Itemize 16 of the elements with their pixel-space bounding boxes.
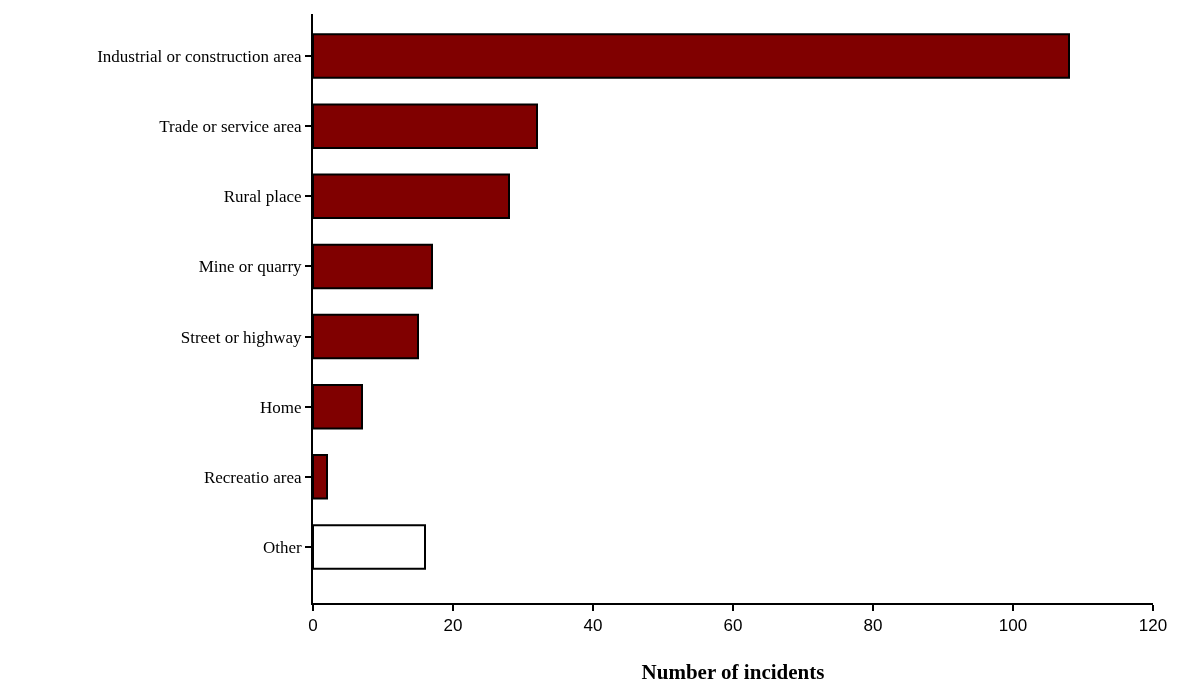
x-tick-label: 20 [443,616,463,636]
y-tick-label: Recreatio area [203,467,303,487]
x-tick-label: 100 [998,616,1028,636]
x-tick-label: 0 [308,616,318,636]
y-tick-label: Home [260,397,302,417]
x-tick-label: 60 [723,616,743,636]
y-tick-label: Rural place [223,187,302,207]
x-tick-label: 40 [583,616,603,636]
y-tick-label: Mine or quarry [198,257,303,277]
y-tick-label: Street or highway [180,327,303,347]
x-tick-label: 120 [1138,616,1168,636]
y-tick-label: Trade or service area [159,117,303,137]
y-tick-label: Other [262,537,302,557]
x-tick-label: 80 [863,616,883,636]
y-tick-label: Industrial or construction area [97,47,303,67]
x-axis-title: Number of incidents [641,660,825,685]
